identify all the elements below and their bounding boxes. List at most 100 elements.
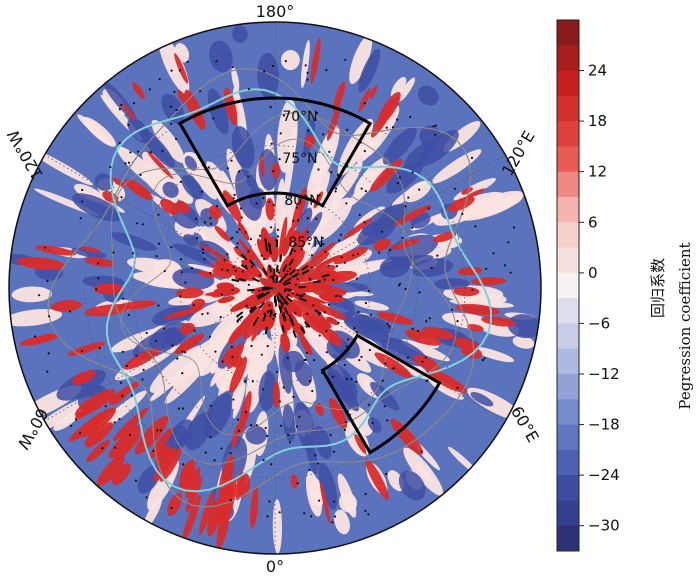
stipple-dot: [333, 500, 335, 502]
stipple-dot: [242, 270, 244, 272]
stipple-dot: [184, 351, 186, 353]
stipple-dot: [276, 371, 278, 373]
stipple-dot: [256, 424, 258, 426]
stipple-dot: [317, 168, 319, 170]
stipple-dot: [124, 162, 126, 164]
stipple-dot: [241, 216, 243, 218]
stipple-dot: [171, 70, 173, 72]
stipple-dot: [386, 127, 388, 129]
stipple-dot: [510, 272, 512, 274]
stipple-dot: [246, 305, 248, 307]
stipple-dot: [357, 253, 359, 255]
stipple-dot: [418, 188, 420, 190]
stipple-dot: [194, 330, 196, 332]
colorbar-swatch: [557, 475, 579, 501]
stipple-dot: [456, 320, 458, 322]
stipple-dot: [46, 371, 48, 373]
stipple-dot: [513, 226, 515, 228]
colorbar-swatch: [557, 526, 579, 552]
stipple-dot: [277, 235, 279, 237]
stipple-dot: [305, 359, 307, 361]
stipple-dot: [201, 313, 203, 315]
stipple-dot: [150, 151, 152, 153]
stipple-dot: [262, 197, 264, 199]
stipple-dot: [210, 405, 212, 407]
stipple-dot: [238, 170, 240, 172]
stipple-dot: [279, 158, 281, 160]
stipple-dot: [399, 176, 401, 178]
stipple-dot: [261, 354, 263, 356]
stipple-dot: [303, 512, 305, 514]
stipple-dot: [263, 258, 265, 260]
colorbar-swatch: [557, 172, 579, 198]
stipple-dot: [184, 282, 186, 284]
lat-label-75n: 75°N: [282, 151, 317, 167]
stipple-dot: [353, 327, 355, 329]
stipple-dot: [372, 422, 374, 424]
stipple-dot: [170, 246, 172, 248]
stipple-dot: [127, 124, 129, 126]
stipple-dot: [327, 265, 329, 267]
stipple-dot: [485, 268, 487, 270]
stipple-dot: [397, 182, 399, 184]
stipple-dot: [317, 463, 319, 465]
stipple-dot: [215, 60, 217, 62]
stipple-dot: [209, 336, 211, 338]
stipple-dot: [80, 217, 82, 219]
colorbar-swatch: [557, 222, 579, 248]
stipple-dot: [119, 142, 121, 144]
stipple-dot: [365, 190, 367, 192]
stipple-dot: [268, 304, 270, 306]
stipple-dot: [385, 473, 387, 475]
stipple-dot: [307, 217, 309, 219]
stipple-dot: [175, 138, 177, 140]
stipple-dot: [358, 359, 360, 361]
stipple-dot: [181, 271, 183, 273]
stipple-dot: [357, 311, 359, 313]
stipple-dot: [257, 317, 259, 319]
stipple-dot: [180, 258, 182, 260]
stipple-dot: [221, 293, 223, 295]
stipple-dot: [474, 225, 476, 227]
stipple-dot: [344, 429, 346, 431]
stipple-dot: [214, 351, 216, 353]
stipple-dot: [287, 357, 289, 359]
colorbar-title-cn: 回归系数: [649, 258, 667, 318]
stipple-dot: [209, 436, 211, 438]
stipple-dash: [270, 309, 271, 317]
stipple-dot: [202, 252, 204, 254]
stipple-dot: [270, 276, 272, 278]
stipple-dot: [181, 350, 183, 352]
stipple-dot: [213, 459, 215, 461]
stipple-dot: [146, 332, 148, 334]
stipple-dot: [266, 515, 268, 517]
stipple-dot: [236, 231, 238, 233]
stipple-dot: [195, 218, 197, 220]
stipple-dot: [429, 317, 431, 319]
stipple-dot: [278, 272, 280, 274]
stipple-dot: [387, 323, 389, 325]
stipple-dot: [297, 219, 299, 221]
stipple-dot: [121, 395, 123, 397]
stipple-dot: [114, 447, 116, 449]
stipple-dot: [298, 416, 300, 418]
lon-label-60e: 60°E: [507, 403, 543, 446]
stipple-dot: [345, 202, 347, 204]
stipple-dot: [392, 126, 394, 128]
stipple-dot: [237, 419, 239, 421]
stipple-dot: [48, 352, 50, 354]
lat-label-85n: 85°N: [288, 235, 323, 251]
stipple-dot: [157, 214, 159, 216]
colorbar-swatch: [557, 399, 579, 425]
stipple-dot: [97, 277, 99, 279]
stipple-dot: [307, 130, 309, 132]
stipple-dot: [393, 367, 395, 369]
stipple-dot: [355, 381, 357, 383]
stipple-dash: [247, 290, 255, 291]
stipple-dot: [137, 151, 139, 153]
stipple-dot: [310, 515, 312, 517]
colorbar-tick-label: 12: [588, 163, 607, 181]
stipple-dot: [79, 432, 81, 434]
